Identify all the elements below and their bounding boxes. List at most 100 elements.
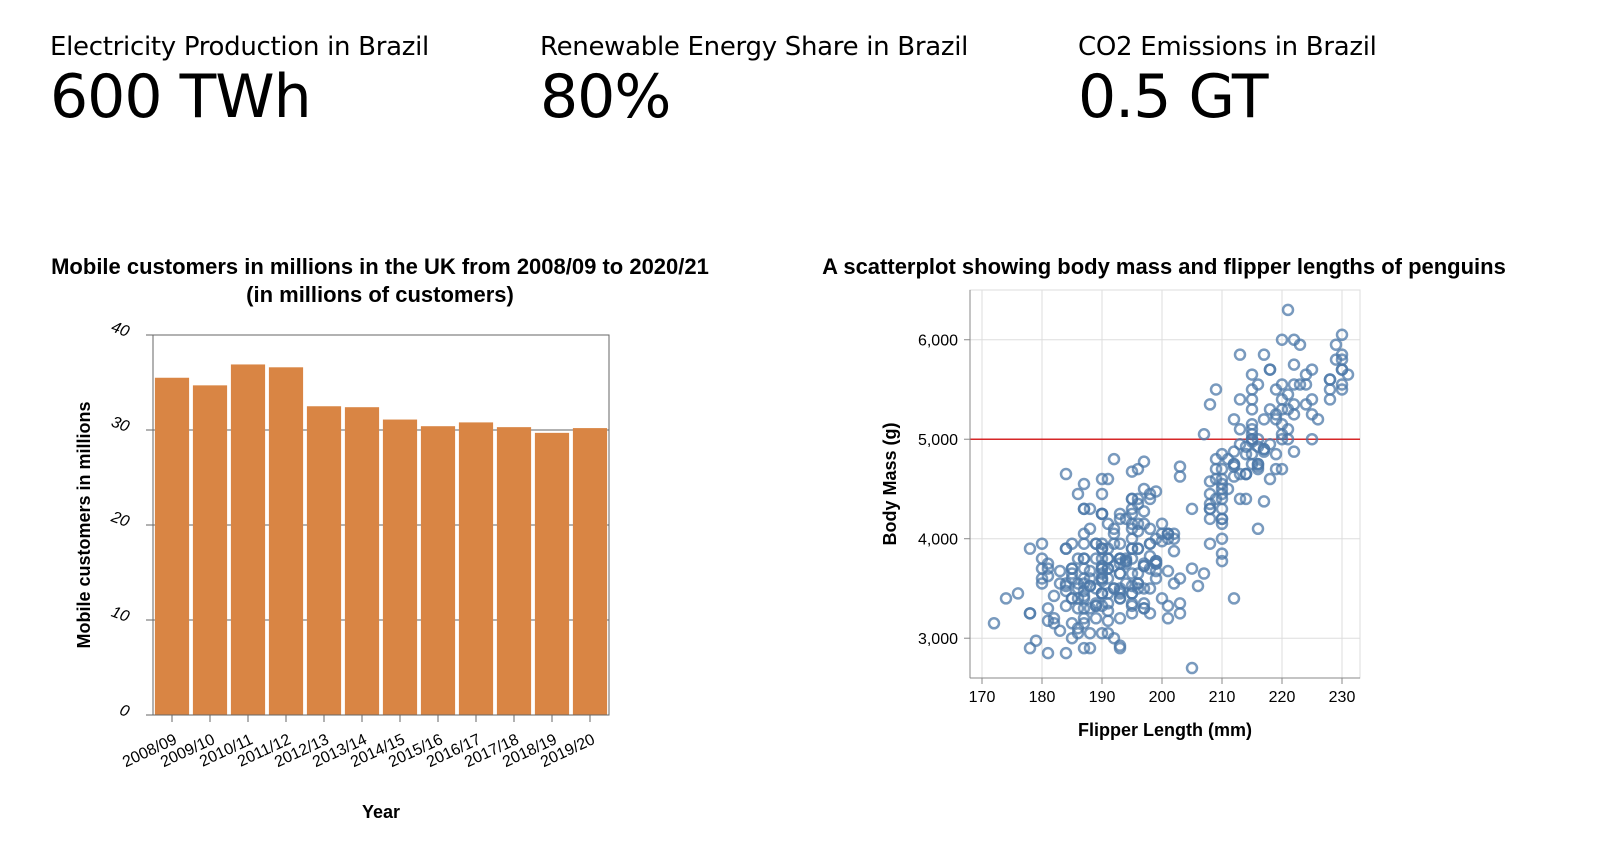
scatter-point	[1233, 393, 1247, 406]
y-tick-label: 40	[109, 319, 132, 341]
scatter-point	[1275, 333, 1289, 346]
scatter-point	[1215, 517, 1229, 531]
y-tick-label: 6,000	[918, 333, 958, 350]
scatter-point	[1263, 363, 1277, 376]
scatter-point	[1251, 460, 1265, 473]
scatter-point	[1263, 472, 1277, 486]
bar	[230, 364, 266, 715]
x-tick-label: 180	[1029, 689, 1056, 706]
scatter-point	[1173, 470, 1187, 483]
scatter-point	[1215, 547, 1229, 560]
scatter-point	[1095, 599, 1109, 613]
scatter-point	[1233, 348, 1247, 361]
scatter-point	[1245, 383, 1259, 396]
scatter-point	[1077, 527, 1091, 540]
scatter-point	[1281, 403, 1295, 416]
scatter-point	[1167, 544, 1181, 558]
bar	[534, 432, 570, 715]
scatter-point	[1155, 517, 1169, 531]
scatter-point	[1113, 641, 1127, 655]
scatter-point	[1041, 614, 1055, 628]
scatter-point	[1107, 631, 1121, 645]
scatter-point	[1059, 579, 1073, 593]
bar	[496, 427, 532, 715]
y-tick-label: 5,000	[918, 432, 958, 449]
scatter-point	[1095, 487, 1109, 501]
y-tick-label: 10	[109, 604, 132, 626]
scatter-point	[1089, 552, 1103, 565]
scatter-point	[1101, 572, 1115, 585]
scatter-point	[1035, 537, 1049, 550]
bar	[154, 377, 190, 715]
y-tick-label: 4,000	[918, 532, 958, 549]
scatter-point	[1287, 358, 1301, 371]
kpi-value: 600 TWh	[50, 62, 312, 132]
scatter-point	[1293, 378, 1307, 391]
scatter-point	[1065, 617, 1079, 630]
scatter-point	[1137, 505, 1151, 518]
scatter-point	[1023, 607, 1037, 620]
scatter-point	[1125, 522, 1139, 536]
bar	[192, 385, 228, 715]
y-tick-label: 30	[109, 414, 132, 436]
scatter-point	[1089, 612, 1103, 625]
scatter-point	[1263, 437, 1277, 451]
scatter-point	[1269, 462, 1283, 476]
scatter-point	[1125, 579, 1139, 593]
scatter-point	[1089, 537, 1103, 550]
x-tick-label: 170	[969, 689, 996, 706]
scatter-point	[1227, 592, 1241, 605]
bar	[420, 426, 456, 715]
scatter-point	[1323, 383, 1337, 396]
scatter-point	[1239, 467, 1253, 481]
scatter-point	[1233, 437, 1247, 451]
y-axis-title: Mobile customers in millions	[74, 401, 94, 648]
scatter-point	[999, 592, 1013, 605]
scatter-point	[1335, 353, 1349, 366]
scatter-point	[1185, 661, 1199, 675]
scatter-point	[1287, 445, 1301, 458]
scatter-point	[1101, 472, 1115, 486]
scatter-point	[1047, 589, 1061, 603]
scatter-point	[1149, 485, 1163, 498]
scatter-point	[1011, 587, 1025, 600]
scatter-point	[1239, 440, 1253, 453]
x-axis-title: Flipper Length (mm)	[1078, 720, 1252, 740]
scatter-point	[1131, 492, 1145, 506]
plot-frame	[152, 334, 610, 716]
kpi-co2-emissions: CO2 Emissions in Brazil 0.5 GT	[1078, 32, 1377, 130]
scatter-point	[1143, 492, 1157, 506]
scatter-point	[1095, 587, 1109, 600]
scatter-point	[1245, 403, 1259, 416]
scatter-point	[1035, 552, 1049, 565]
scatter-point	[1125, 465, 1139, 478]
scatter-point	[1059, 467, 1073, 481]
scatter-point	[1215, 492, 1229, 506]
bar	[344, 407, 380, 715]
scatter-point	[1131, 542, 1145, 555]
scatter-point	[1149, 554, 1163, 568]
bar	[458, 422, 494, 715]
scatter-point	[1239, 492, 1253, 506]
scatter-point	[1257, 413, 1271, 426]
scatter-point	[1101, 552, 1115, 565]
scatter-point	[1161, 564, 1175, 578]
scatter-point	[1095, 507, 1109, 521]
scatter-point	[1077, 592, 1091, 605]
scatter-point	[1191, 579, 1205, 593]
scatter-point	[1203, 475, 1217, 488]
scatter-point	[1071, 626, 1085, 640]
scatter-point	[1323, 393, 1337, 406]
scatter-point	[1107, 522, 1121, 536]
scatter-point	[1095, 626, 1109, 640]
scatter-point	[1083, 502, 1097, 516]
scatter-point	[1275, 432, 1289, 446]
scatter-point	[1125, 517, 1139, 531]
bar-chart-mobile-customers: Mobile customers in millions in the UK f…	[51, 254, 709, 822]
scatter-point	[1257, 445, 1271, 458]
scatter-point	[1227, 413, 1241, 426]
scatter-point	[1161, 527, 1175, 540]
scatter-point	[1071, 552, 1085, 565]
scatter-point	[1125, 542, 1139, 555]
scatter-point	[1161, 599, 1175, 613]
